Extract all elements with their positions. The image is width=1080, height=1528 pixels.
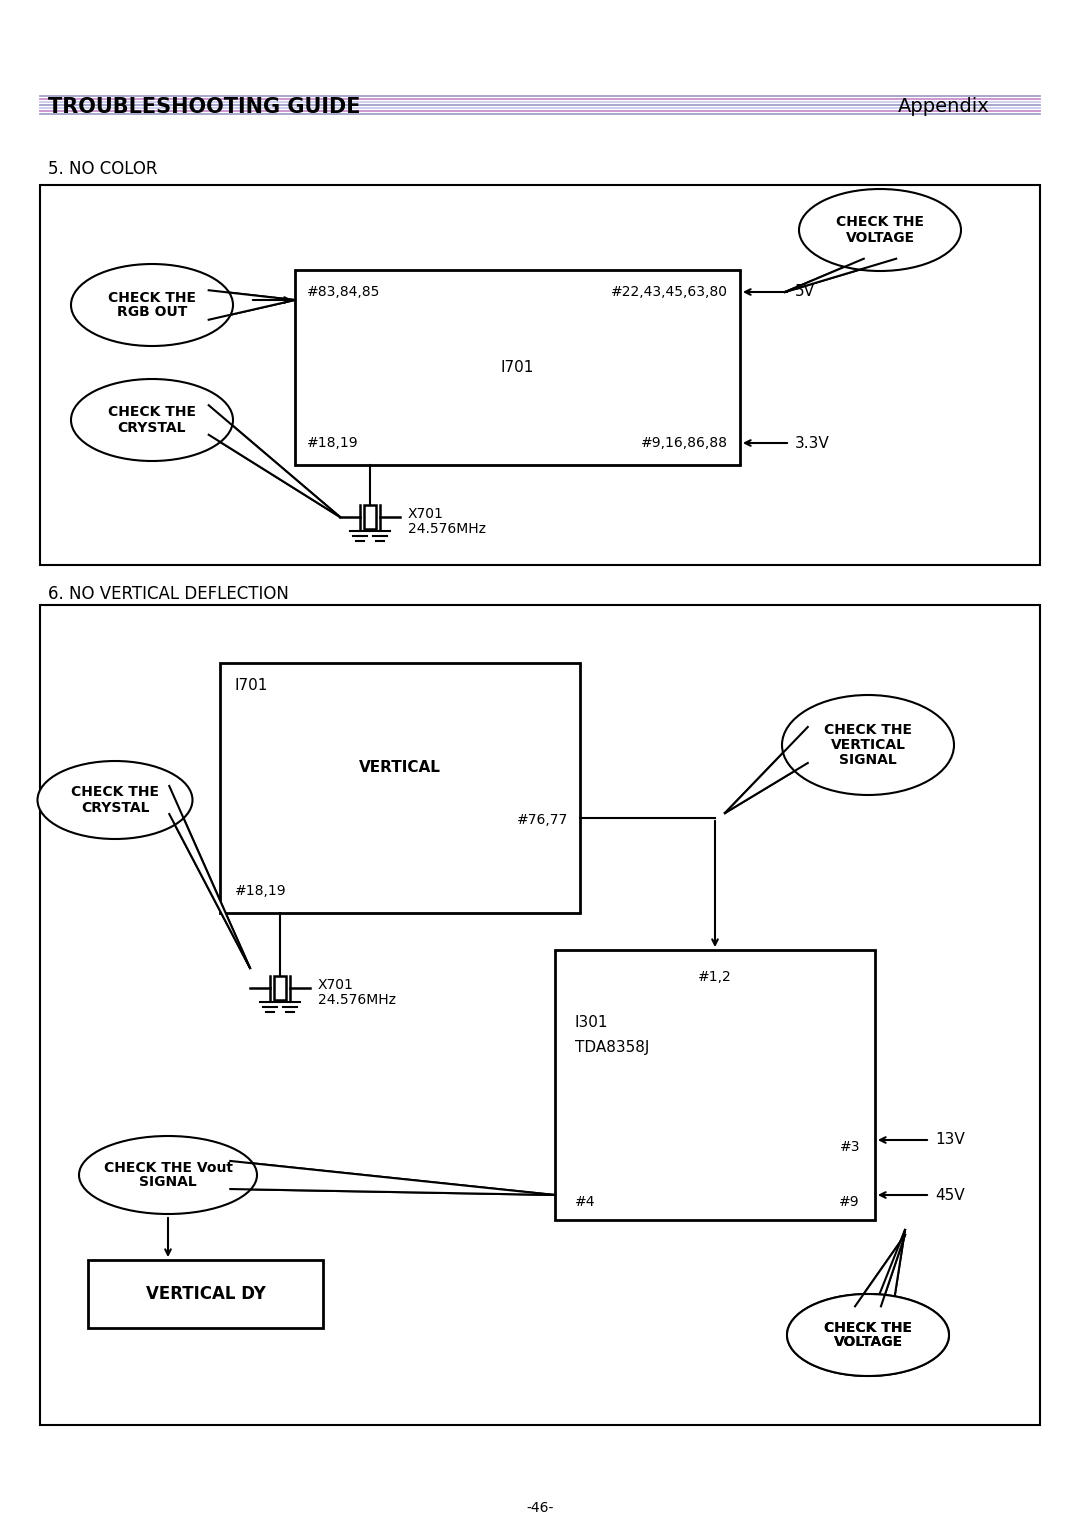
- Text: #18,19: #18,19: [307, 435, 359, 451]
- Text: CHECK THE: CHECK THE: [71, 785, 159, 799]
- Ellipse shape: [787, 1294, 949, 1377]
- Text: #22,43,45,63,80: #22,43,45,63,80: [611, 286, 728, 299]
- Bar: [87, 1261, 323, 1328]
- Text: #9,16,86,88: #9,16,86,88: [642, 435, 728, 451]
- Text: CHECK THE Vout: CHECK THE Vout: [104, 1160, 232, 1175]
- Text: I701: I701: [235, 678, 268, 694]
- Ellipse shape: [71, 379, 233, 461]
- Text: RGB OUT: RGB OUT: [117, 306, 187, 319]
- Text: #83,84,85: #83,84,85: [307, 286, 380, 299]
- Ellipse shape: [71, 264, 233, 345]
- Polygon shape: [725, 727, 808, 813]
- Text: CHECK THE: CHECK THE: [824, 1320, 912, 1334]
- Text: 24.576MHz: 24.576MHz: [408, 523, 486, 536]
- Text: #1,2: #1,2: [698, 970, 732, 984]
- Text: CHECK THE: CHECK THE: [108, 405, 195, 420]
- Text: VERTICAL: VERTICAL: [831, 738, 905, 752]
- Polygon shape: [230, 1161, 555, 1195]
- Text: I701: I701: [501, 361, 535, 374]
- Ellipse shape: [782, 695, 954, 795]
- Text: #4: #4: [575, 1195, 595, 1209]
- Bar: [274, 976, 286, 999]
- Text: 13V: 13V: [935, 1132, 964, 1148]
- Text: VOLTAGE: VOLTAGE: [834, 1335, 903, 1349]
- Text: #9: #9: [839, 1195, 860, 1209]
- Text: I301: I301: [575, 1015, 608, 1030]
- Text: CHECK THE: CHECK THE: [824, 1320, 912, 1334]
- Polygon shape: [785, 258, 896, 292]
- Text: X701: X701: [318, 978, 354, 992]
- Bar: [555, 950, 875, 1219]
- Ellipse shape: [79, 1135, 257, 1215]
- Text: VERTICAL: VERTICAL: [359, 761, 441, 776]
- Bar: [40, 185, 1040, 565]
- Text: X701: X701: [408, 507, 444, 521]
- Polygon shape: [208, 405, 340, 516]
- Ellipse shape: [787, 1294, 949, 1377]
- Bar: [40, 605, 1040, 1426]
- Text: Appendix: Appendix: [899, 98, 990, 116]
- Text: 5V: 5V: [795, 284, 815, 299]
- Text: 3.3V: 3.3V: [795, 435, 829, 451]
- Text: CHECK THE: CHECK THE: [108, 290, 195, 304]
- Text: VERTICAL DY: VERTICAL DY: [146, 1285, 266, 1303]
- Text: -46-: -46-: [526, 1500, 554, 1514]
- Text: #76,77: #76,77: [516, 813, 568, 827]
- Bar: [364, 504, 376, 529]
- Bar: [220, 663, 580, 914]
- Text: CHECK THE: CHECK THE: [824, 723, 912, 736]
- Text: CRYSTAL: CRYSTAL: [118, 420, 186, 434]
- Text: VOLTAGE: VOLTAGE: [834, 1335, 903, 1349]
- Text: VOLTAGE: VOLTAGE: [846, 231, 915, 244]
- Text: 45V: 45V: [935, 1187, 964, 1203]
- Text: 5. NO COLOR: 5. NO COLOR: [48, 160, 158, 177]
- Text: 6. NO VERTICAL DEFLECTION: 6. NO VERTICAL DEFLECTION: [48, 585, 288, 604]
- Text: SIGNAL: SIGNAL: [839, 753, 896, 767]
- Polygon shape: [855, 1235, 905, 1306]
- Ellipse shape: [38, 761, 192, 839]
- Text: #18,19: #18,19: [235, 885, 286, 898]
- Text: #3: #3: [839, 1140, 860, 1154]
- Bar: [295, 270, 740, 465]
- Ellipse shape: [799, 189, 961, 270]
- Text: CRYSTAL: CRYSTAL: [81, 801, 149, 814]
- Polygon shape: [208, 290, 295, 319]
- Polygon shape: [170, 785, 249, 969]
- Text: CHECK THE: CHECK THE: [836, 215, 924, 229]
- Polygon shape: [852, 1230, 905, 1363]
- Text: 24.576MHz: 24.576MHz: [318, 993, 396, 1007]
- Text: TDA8358J: TDA8358J: [575, 1041, 649, 1054]
- Text: SIGNAL: SIGNAL: [139, 1175, 197, 1189]
- Text: TROUBLESHOOTING GUIDE: TROUBLESHOOTING GUIDE: [48, 96, 361, 118]
